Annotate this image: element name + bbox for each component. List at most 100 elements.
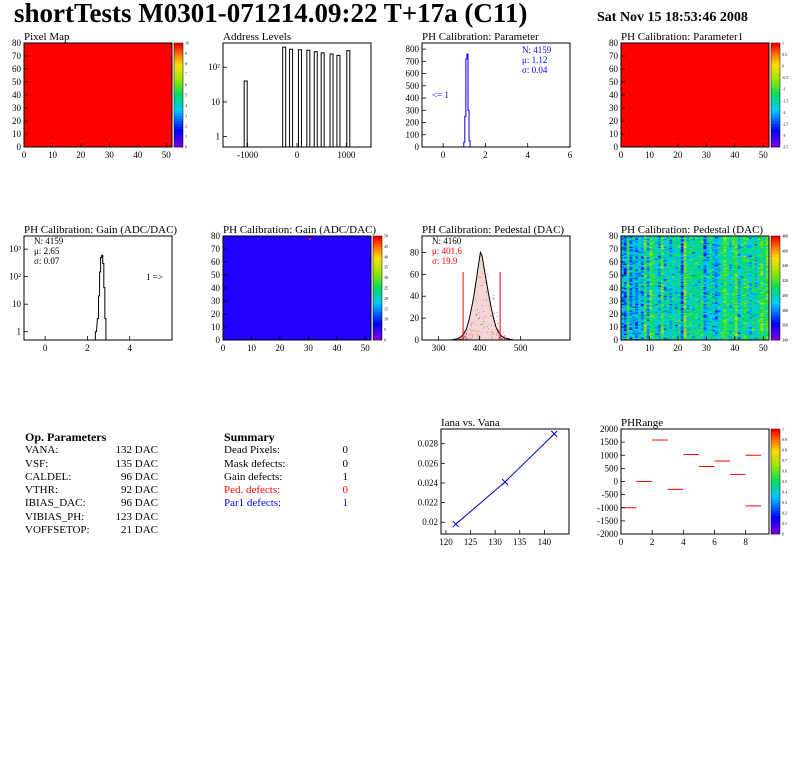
- overflow-note: 1 =>: [146, 272, 163, 282]
- heatmap-cell: [749, 311, 753, 313]
- heatmap-cell: [726, 254, 730, 256]
- heatmap-cell: [720, 245, 724, 247]
- heatmap-cell: [766, 238, 770, 241]
- heatmap-cell: [712, 256, 716, 259]
- histogram-dot: [463, 334, 465, 336]
- heatmap-cell: [706, 324, 710, 326]
- heatmap-cell: [646, 241, 650, 243]
- histogram-bar: [297, 49, 302, 147]
- heatmap-cell: [632, 308, 636, 311]
- heatmap-cell: [623, 293, 627, 295]
- heatmap-cell: [754, 319, 758, 321]
- heatmap-cell: [640, 323, 645, 325]
- heatmap-cell: [695, 246, 699, 248]
- heatmap-cell: [706, 268, 710, 271]
- heatmap-cell: [683, 311, 687, 313]
- heatmap-cell: [732, 260, 736, 263]
- param-value: 92 DAC: [121, 484, 158, 497]
- heatmap-cell: [734, 245, 738, 247]
- heatmap-cell: [751, 256, 756, 259]
- heatmap-cell: [658, 317, 662, 320]
- heatmap-cell: [717, 259, 721, 261]
- heatmap-cell: [663, 289, 667, 291]
- heatmap-cell: [746, 282, 750, 285]
- heatmap-cell: [660, 258, 664, 260]
- heatmap-cell: [629, 254, 633, 256]
- heatmap-cell: [655, 336, 659, 338]
- heatmap-cell: [726, 272, 730, 274]
- heatmap-cell: [669, 337, 673, 339]
- heatmap-cell: [763, 238, 767, 241]
- heatmap-cell: [734, 297, 738, 299]
- heatmap-cell: [655, 245, 659, 247]
- heatmap-cell: [680, 333, 684, 336]
- param-value: 1: [342, 470, 349, 483]
- heatmap-cell: [629, 246, 633, 248]
- heatmap-cell: [621, 304, 625, 307]
- heatmap-cell: [746, 284, 750, 286]
- heatmap-cell: [714, 333, 719, 336]
- histogram-dot: [491, 325, 492, 327]
- x-tick-label: 40: [730, 343, 740, 353]
- heatmap-cell: [723, 286, 727, 289]
- heatmap-cell: [677, 239, 682, 242]
- heatmap-cell: [669, 252, 673, 255]
- heatmap-cell: [757, 264, 761, 267]
- heatmap-cell: [652, 311, 656, 313]
- heatmap-cell: [740, 255, 744, 258]
- heatmap-cell: [760, 312, 764, 315]
- heatmap-cell: [632, 332, 636, 334]
- heatmap-cell: [706, 323, 710, 325]
- heatmap-cell: [621, 280, 625, 282]
- heatmap-cell: [760, 311, 764, 313]
- heatmap-cell: [621, 315, 625, 317]
- heatmap-cell: [635, 276, 639, 278]
- heatmap-cell: [640, 320, 645, 323]
- color-scale-cell: [174, 144, 183, 148]
- heatmap-cell: [751, 316, 756, 319]
- heatmap-cell: [635, 238, 639, 241]
- color-scale-cell: [771, 134, 780, 137]
- heatmap-cell: [743, 291, 747, 294]
- heatmap-cell: [663, 264, 667, 267]
- heatmap-cell: [675, 273, 679, 276]
- heatmap-cell: [629, 285, 633, 287]
- heatmap-cell: [646, 271, 650, 273]
- heatmap-cell: [629, 315, 633, 317]
- color-scale-cell: [771, 92, 780, 96]
- heatmap-cell: [757, 276, 761, 278]
- heatmap-cell: [729, 245, 733, 247]
- heatmap-cell: [737, 254, 741, 256]
- heatmap-cell: [680, 259, 684, 261]
- heatmap-cell: [643, 242, 647, 245]
- heatmap-cell: [672, 262, 676, 264]
- heatmap-cell: [621, 330, 625, 333]
- heatmap-cell: [706, 281, 710, 284]
- heatmap-cell: [734, 243, 738, 246]
- heatmap-cell: [763, 264, 767, 267]
- heatmap-cell: [749, 288, 753, 290]
- heatmap-cell: [672, 297, 676, 299]
- heatmap-cell: [652, 255, 656, 258]
- heatmap-cell: [740, 256, 744, 259]
- heatmap-cell: [709, 315, 713, 317]
- heatmap-cell: [660, 241, 664, 243]
- heatmap-cell: [655, 286, 659, 289]
- heatmap-cell: [763, 319, 767, 321]
- heatmap-cell: [757, 250, 761, 252]
- param-value: 1: [342, 497, 349, 510]
- heatmap-cell: [751, 329, 756, 332]
- heatmap-cell: [677, 314, 682, 316]
- heatmap-cell: [734, 291, 738, 294]
- heatmap-cell: [695, 304, 699, 307]
- heatmap-cell: [697, 316, 701, 319]
- heatmap-cell: [677, 241, 682, 243]
- y-tick-label: 80: [609, 38, 619, 48]
- heatmap-cell: [686, 316, 690, 319]
- heatmap-cell: [692, 301, 696, 303]
- zscale-tick-label: 0.1: [782, 521, 787, 526]
- heatmap-cell: [751, 308, 756, 311]
- heatmap-cell: [734, 324, 738, 326]
- heatmap-cell: [686, 263, 690, 265]
